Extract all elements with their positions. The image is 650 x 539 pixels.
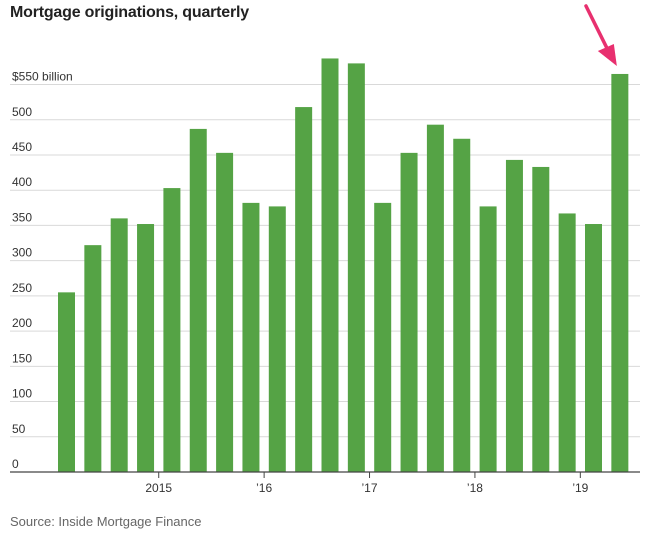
y-tick-label: 0: [12, 457, 19, 471]
bar: [558, 213, 576, 473]
x-axis-labels: 2015 ’16 ’17 ’18 ’19: [145, 472, 589, 495]
y-tick-label: 50: [12, 422, 26, 436]
x-tick-label: ’17: [362, 481, 378, 495]
x-tick-label: ’18: [467, 481, 483, 495]
y-tick-label: 100: [12, 387, 32, 401]
bar: [400, 152, 418, 472]
bar: [110, 218, 128, 472]
bar: [585, 224, 602, 472]
arrow-shaft: [584, 4, 610, 52]
bar: [84, 245, 102, 472]
bar: [611, 73, 629, 473]
y-tick-label: 250: [12, 281, 32, 295]
y-tick-label: 300: [12, 246, 32, 260]
bar: [505, 159, 523, 472]
y-tick-label: $550 billion: [12, 70, 73, 84]
y-tick-label: 400: [12, 175, 32, 189]
y-tick-label: 200: [12, 316, 32, 330]
bars: [58, 58, 629, 473]
x-tick-label: ’19: [572, 481, 588, 495]
y-tick-label: 350: [12, 210, 32, 224]
bar: [532, 166, 550, 472]
bar: [453, 138, 471, 473]
source-note: Source: Inside Mortgage Finance: [10, 514, 202, 529]
bar: [295, 107, 313, 472]
y-tick-label: 450: [12, 140, 32, 154]
bar: [374, 202, 392, 473]
arrow-head: [597, 43, 617, 66]
bar: [321, 58, 339, 473]
bar: [268, 206, 286, 472]
bar: [426, 124, 444, 472]
y-tick-label: 150: [12, 351, 32, 365]
bar: [242, 202, 260, 473]
bar: [58, 292, 75, 472]
x-tick-label: ’16: [256, 481, 272, 495]
bar: [216, 152, 234, 472]
bar: [163, 188, 181, 473]
bar: [479, 206, 497, 472]
y-axis-labels: 0 50 100 150 200 250 300 350 400 450 500 $550 billi…: [12, 70, 73, 471]
highlight-arrow-icon: [584, 4, 617, 66]
bar: [137, 224, 155, 472]
x-tick-label: 2015: [145, 481, 172, 495]
chart-title: Mortgage originations, quarterly: [10, 4, 249, 21]
y-tick-label: 500: [12, 105, 32, 119]
bar: [347, 63, 365, 472]
bar: [189, 128, 207, 472]
